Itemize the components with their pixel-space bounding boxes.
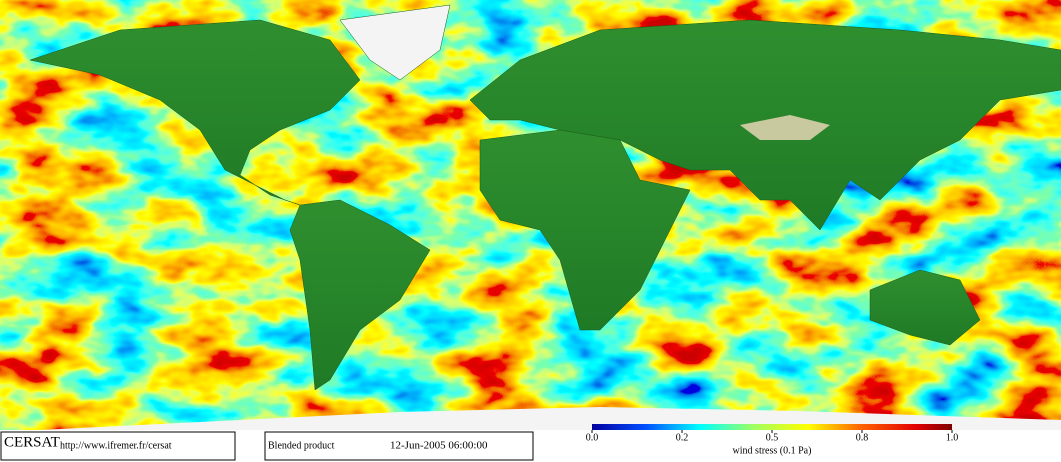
north-america — [29, 19, 361, 206]
australia — [869, 269, 981, 346]
colorbar-tick-label: 1.0 — [946, 432, 959, 443]
colorbar-tick-label: 0.5 — [766, 432, 779, 443]
colorbar-label: wind stress (0.1 Pa) — [733, 445, 812, 456]
colorbar-tick-label: 0.8 — [856, 432, 869, 443]
colorbar-tick-label: 0.0 — [586, 432, 599, 443]
brand-url: http://www.ifremer.fr/cersat — [60, 440, 172, 451]
product: Blended product — [268, 440, 335, 451]
south-america — [289, 199, 431, 391]
colorbar-tick-label: 0.2 — [676, 432, 689, 443]
tibet-plateau — [740, 115, 830, 140]
continents — [0, 4, 1061, 432]
product-box — [264, 431, 534, 461]
colorbar-gradient — [592, 424, 952, 430]
brand-name: CERSAT — [4, 434, 60, 450]
colorbar: wind stress (0.1 Pa) 0.0 0.2 0.5 0.8 1.0 — [586, 424, 959, 456]
branding-box — [0, 431, 236, 461]
timestamp: 12-Jun-2005 06:00:00 — [390, 440, 488, 452]
africa — [479, 129, 691, 331]
greenland — [339, 4, 451, 81]
